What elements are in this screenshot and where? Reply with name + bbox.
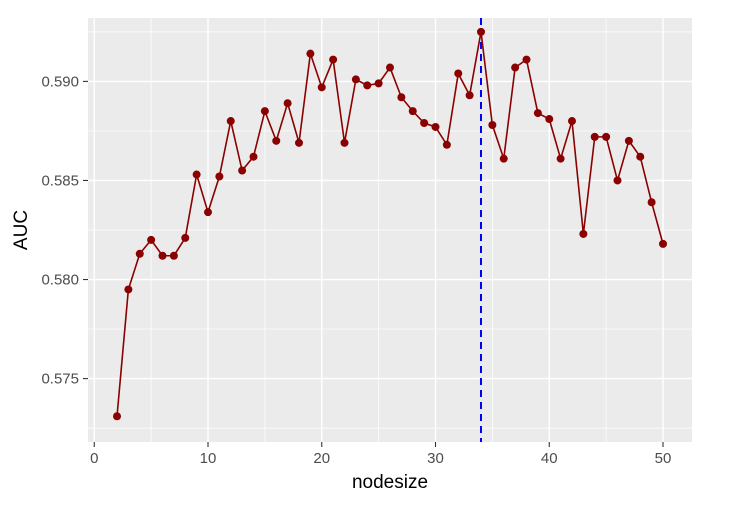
data-point (613, 176, 622, 185)
data-point (249, 152, 258, 161)
data-point (340, 138, 349, 147)
data-point (317, 83, 326, 92)
data-point (329, 55, 338, 64)
data-point (454, 69, 463, 78)
x-axis: 0 10 20 30 40 50 (90, 442, 671, 467)
y-axis-title: AUC (11, 210, 32, 250)
data-point (135, 249, 144, 258)
data-point (215, 172, 224, 181)
data-point (408, 107, 417, 116)
y-tick-label: 0.585 (41, 172, 79, 189)
data-point (226, 117, 235, 126)
data-point (158, 251, 167, 260)
data-point (567, 117, 576, 126)
data-point (590, 132, 599, 141)
data-point (488, 120, 497, 129)
data-point (420, 119, 429, 128)
data-point (124, 285, 133, 294)
data-point (624, 136, 633, 145)
data-point (238, 166, 247, 175)
x-tick-label: 40 (541, 450, 558, 467)
y-tick-label: 0.575 (41, 371, 79, 388)
data-point (556, 154, 565, 163)
data-point (522, 55, 531, 64)
data-point (499, 154, 508, 163)
data-point (260, 107, 269, 116)
series-points-layer (113, 27, 667, 421)
x-tick-label: 0 (90, 450, 98, 467)
data-point (636, 152, 645, 161)
data-point (192, 170, 201, 179)
data-point (363, 81, 372, 90)
data-point (579, 229, 588, 238)
data-point (272, 136, 281, 145)
data-point (431, 122, 440, 131)
data-point (545, 115, 554, 124)
data-point (374, 79, 383, 88)
data-point (295, 138, 304, 147)
y-axis: 0.575 0.580 0.585 0.590 (41, 73, 88, 388)
data-point (147, 235, 156, 244)
y-tick-label: 0.590 (41, 73, 79, 90)
x-tick-label: 10 (200, 450, 217, 467)
data-point (181, 233, 190, 242)
data-point (658, 239, 667, 248)
x-tick-label: 50 (655, 450, 672, 467)
data-point (351, 75, 360, 84)
data-point (283, 99, 292, 108)
data-point (476, 27, 485, 36)
data-point (386, 63, 394, 72)
data-point (647, 198, 656, 207)
data-point (465, 91, 474, 100)
data-point (511, 63, 520, 72)
x-tick-label: 20 (313, 450, 330, 467)
minor-gridlines (88, 18, 692, 442)
data-point (602, 132, 611, 141)
data-point (204, 208, 213, 217)
major-gridlines (88, 18, 692, 442)
data-point (306, 49, 315, 58)
data-point (169, 251, 178, 260)
data-point (442, 140, 451, 149)
data-point (533, 109, 542, 118)
data-point (113, 412, 122, 421)
x-axis-title: nodesize (352, 472, 428, 493)
y-tick-label: 0.580 (41, 272, 79, 289)
data-point (397, 93, 406, 102)
x-tick-label: 30 (427, 450, 444, 467)
